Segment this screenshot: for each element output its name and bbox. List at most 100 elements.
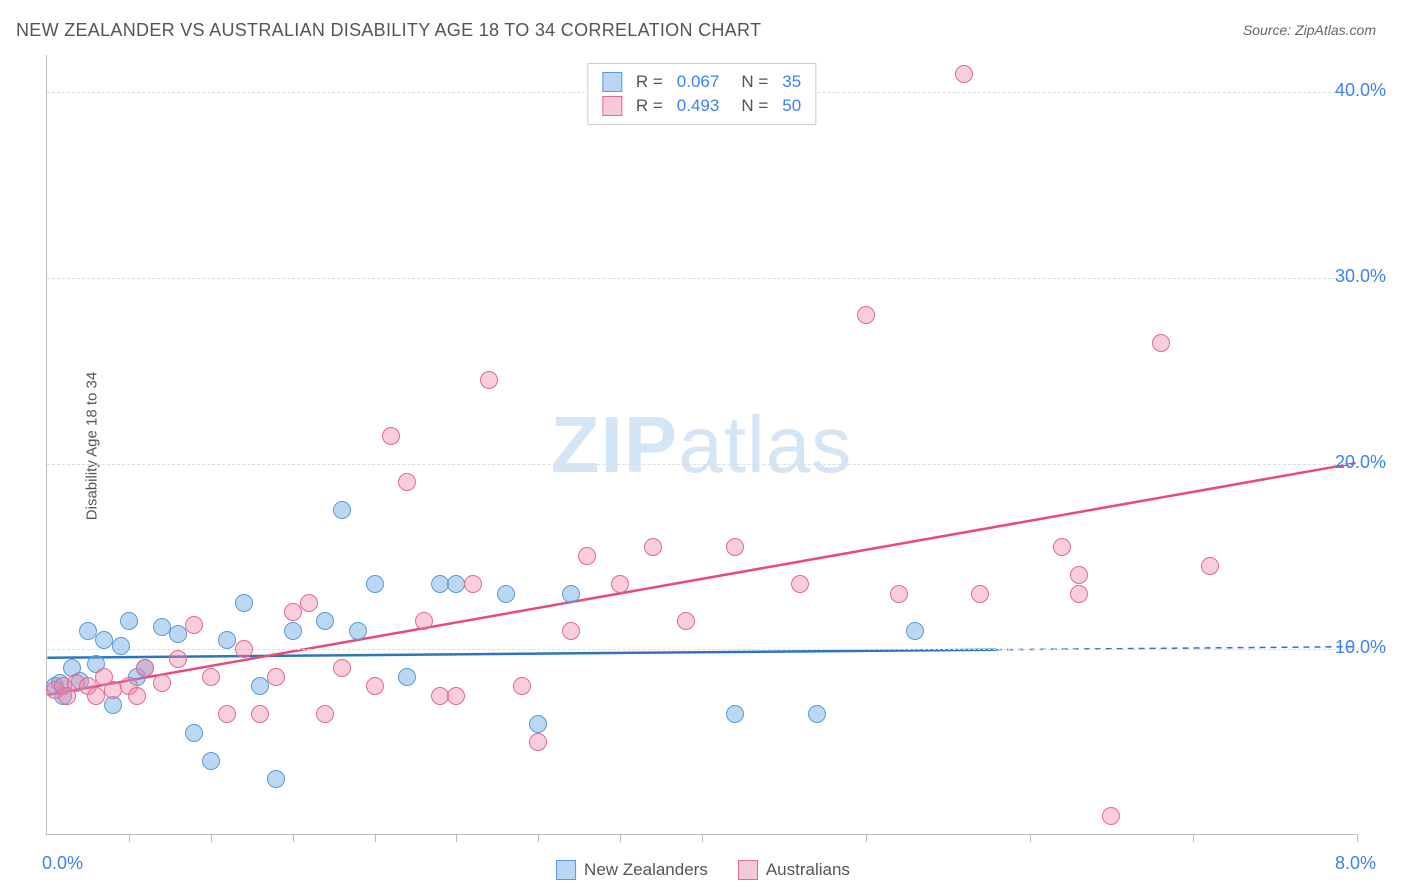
x-tick — [129, 834, 130, 842]
data-point — [464, 575, 482, 593]
x-tick — [1193, 834, 1194, 842]
data-point — [529, 733, 547, 751]
data-point — [316, 705, 334, 723]
data-point — [1070, 585, 1088, 603]
data-point — [791, 575, 809, 593]
data-point — [316, 612, 334, 630]
watermark: ZIPatlas — [551, 399, 852, 491]
data-point — [153, 618, 171, 636]
data-point — [95, 631, 113, 649]
data-point — [104, 681, 122, 699]
data-point — [267, 770, 285, 788]
data-point — [79, 622, 97, 640]
x-axis-min-label: 0.0% — [42, 853, 83, 874]
data-point — [447, 575, 465, 593]
data-point — [218, 705, 236, 723]
data-point — [169, 650, 187, 668]
data-point — [890, 585, 908, 603]
x-tick — [293, 834, 294, 842]
data-point — [185, 616, 203, 634]
data-point — [1070, 566, 1088, 584]
data-point — [447, 687, 465, 705]
data-point — [284, 622, 302, 640]
legend-row: R =0.067N =35 — [602, 70, 801, 94]
source-attribution: Source: ZipAtlas.com — [1243, 22, 1376, 38]
gridline — [47, 464, 1356, 465]
x-tick — [1030, 834, 1031, 842]
data-point — [1201, 557, 1219, 575]
data-point — [284, 603, 302, 621]
x-tick — [866, 834, 867, 842]
data-point — [562, 585, 580, 603]
data-point — [578, 547, 596, 565]
data-point — [611, 575, 629, 593]
data-point — [218, 631, 236, 649]
data-point — [480, 371, 498, 389]
data-point — [235, 640, 253, 658]
y-tick-label: 20.0% — [1335, 452, 1386, 473]
data-point — [857, 306, 875, 324]
data-point — [398, 473, 416, 491]
data-point — [128, 687, 146, 705]
data-point — [726, 538, 744, 556]
x-tick — [1357, 834, 1358, 842]
x-tick — [456, 834, 457, 842]
data-point — [529, 715, 547, 733]
trend-lines — [47, 55, 1356, 834]
data-point — [169, 625, 187, 643]
legend-item: New Zealanders — [556, 860, 708, 880]
legend-row: R =0.493N =50 — [602, 94, 801, 118]
data-point — [971, 585, 989, 603]
data-point — [349, 622, 367, 640]
data-point — [1053, 538, 1071, 556]
series-legend: New Zealanders Australians — [556, 860, 850, 880]
data-point — [808, 705, 826, 723]
data-point — [112, 637, 130, 655]
data-point — [136, 659, 154, 677]
data-point — [235, 594, 253, 612]
data-point — [644, 538, 662, 556]
data-point — [185, 724, 203, 742]
data-point — [300, 594, 318, 612]
data-point — [497, 585, 515, 603]
data-point — [366, 677, 384, 695]
data-point — [202, 668, 220, 686]
x-tick — [702, 834, 703, 842]
x-tick — [538, 834, 539, 842]
plot-area: ZIPatlas R =0.067N =35R =0.493N =50 — [46, 55, 1356, 835]
data-point — [1152, 334, 1170, 352]
correlation-legend: R =0.067N =35R =0.493N =50 — [587, 63, 816, 125]
data-point — [202, 752, 220, 770]
data-point — [366, 575, 384, 593]
data-point — [677, 612, 695, 630]
data-point — [513, 677, 531, 695]
data-point — [906, 622, 924, 640]
x-tick — [375, 834, 376, 842]
data-point — [431, 575, 449, 593]
data-point — [382, 427, 400, 445]
data-point — [431, 687, 449, 705]
data-point — [562, 622, 580, 640]
chart-title: NEW ZEALANDER VS AUSTRALIAN DISABILITY A… — [16, 20, 761, 41]
data-point — [333, 659, 351, 677]
gridline — [47, 278, 1356, 279]
data-point — [153, 674, 171, 692]
data-point — [251, 677, 269, 695]
x-tick — [211, 834, 212, 842]
legend-item: Australians — [738, 860, 850, 880]
x-axis-max-label: 8.0% — [1335, 853, 1376, 874]
y-tick-label: 30.0% — [1335, 266, 1386, 287]
data-point — [333, 501, 351, 519]
y-tick-label: 40.0% — [1335, 80, 1386, 101]
data-point — [267, 668, 285, 686]
data-point — [726, 705, 744, 723]
data-point — [251, 705, 269, 723]
data-point — [120, 612, 138, 630]
data-point — [415, 612, 433, 630]
x-tick — [620, 834, 621, 842]
data-point — [398, 668, 416, 686]
data-point — [87, 687, 105, 705]
y-tick-label: 10.0% — [1335, 637, 1386, 658]
data-point — [1102, 807, 1120, 825]
data-point — [955, 65, 973, 83]
